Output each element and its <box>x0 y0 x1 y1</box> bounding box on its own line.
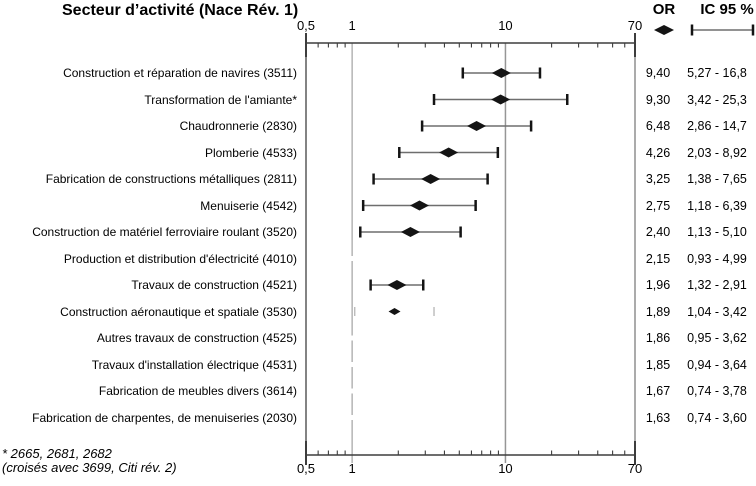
or-value: 9,30 <box>645 92 671 107</box>
ci-value: 2,86 - 14,7 <box>687 119 747 133</box>
ci-value: 1,32 - 2,91 <box>687 278 747 292</box>
or-diamond <box>409 200 429 211</box>
row-label: Production et distribution d'électricité… <box>63 251 297 266</box>
axis-tick-label-bottom: 1 <box>348 461 356 476</box>
chart-title: Secteur d’activité (Nace Rév. 1) <box>62 2 299 19</box>
or-value: 4,26 <box>645 145 671 160</box>
or-diamond <box>439 147 459 158</box>
or-value: 2,15 <box>645 251 671 266</box>
ci-value: 1,38 - 7,65 <box>687 172 747 186</box>
or-diamond <box>467 121 487 131</box>
or-value: 1,85 <box>645 357 671 372</box>
axis-tick-label-top: 70 <box>627 18 643 33</box>
or-value: 3,25 <box>645 172 671 186</box>
ci-value: 0,94 - 3,64 <box>687 357 747 372</box>
row-label: Construction de matériel ferroviaire rou… <box>32 225 297 239</box>
axis-tick-label-bottom: 0,5 <box>296 461 316 476</box>
or-value: 9,40 <box>645 66 671 80</box>
legend-or-diamond <box>654 25 674 35</box>
row-label: Transformation de l'amiante* <box>144 92 297 107</box>
or-diamond <box>387 280 407 290</box>
row-label: Chaudronnerie (2830) <box>179 119 297 133</box>
footnote-line-1: * 2665, 2681, 2682 <box>2 446 112 461</box>
or-diamond <box>421 174 441 184</box>
ci-value: 2,03 - 8,92 <box>687 145 747 160</box>
ci-value: 1,18 - 6,39 <box>687 198 747 213</box>
row-label: Fabrication de constructions métalliques… <box>45 172 297 186</box>
or-value: 1,89 <box>645 304 671 319</box>
row-label: Plomberie (4533) <box>204 145 297 160</box>
axis-tick-label-top: 10 <box>498 18 513 33</box>
ci-column-header: IC 95 % <box>700 1 754 18</box>
gridline-gap <box>350 415 354 420</box>
ci-value: 5,27 - 16,8 <box>687 66 747 80</box>
ci-value: 3,42 - 25,3 <box>687 92 747 107</box>
axis-tick-label-top: 1 <box>348 18 356 33</box>
row-label: Menuiserie (4542) <box>200 198 297 213</box>
row-label: Construction aéronautique et spatiale (3… <box>60 304 297 319</box>
or-value: 2,40 <box>645 225 671 239</box>
ci-value: 0,74 - 3,60 <box>687 410 747 425</box>
gridline-gap <box>350 388 354 394</box>
or-column-header: OR <box>652 1 676 18</box>
gridline-gap <box>350 335 354 341</box>
ci-value: 1,13 - 5,10 <box>687 225 747 239</box>
row-label: Autres travaux de construction (4525) <box>96 331 297 345</box>
footnote-line-2: (croisés avec 3699, Citi rév. 2) <box>2 460 177 475</box>
axis-tick-label-bottom: 70 <box>627 461 643 476</box>
or-value: 1,63 <box>645 410 671 425</box>
row-label: Construction et réparation de navires (3… <box>63 66 297 80</box>
axis-tick-label-bottom: 10 <box>498 461 513 476</box>
axis-tick-label-top: 0,5 <box>296 18 316 33</box>
row-label: Travaux de construction (4521) <box>131 278 297 292</box>
or-value: 1,86 <box>645 331 671 345</box>
or-diamond-small <box>388 308 401 315</box>
gridline-gap <box>350 256 354 261</box>
ci-value: 1,04 - 3,42 <box>687 304 747 319</box>
ci-value: 0,95 - 3,62 <box>687 331 747 345</box>
row-label: Travaux d'installation électrique (4531) <box>91 357 297 372</box>
or-diamond <box>400 227 420 237</box>
ci-value: 0,93 - 4,99 <box>687 251 747 266</box>
or-diamond <box>491 94 511 105</box>
gridline-gap <box>350 362 354 367</box>
or-value: 1,67 <box>645 384 671 398</box>
or-value: 2,75 <box>645 198 671 213</box>
row-label: Fabrication de meubles divers (3614) <box>98 384 297 398</box>
or-value: 1,96 <box>645 278 671 292</box>
or-value: 6,48 <box>645 119 671 133</box>
row-label: Fabrication de charpentes, de menuiserie… <box>32 410 297 425</box>
or-diamond <box>491 68 511 78</box>
ci-value: 0,74 - 3,78 <box>687 384 747 398</box>
